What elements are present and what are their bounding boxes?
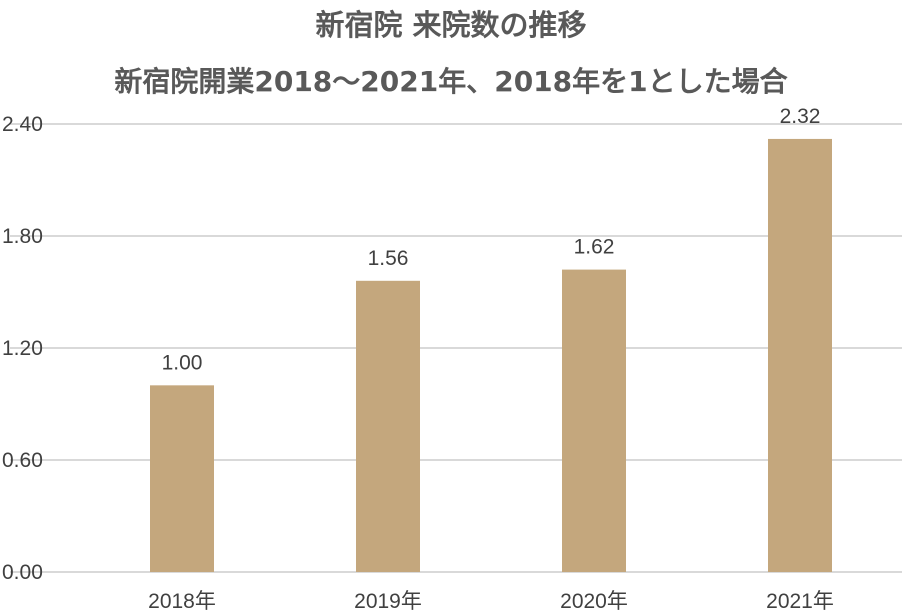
bar bbox=[768, 138, 832, 572]
x-tick-label: 2018年 bbox=[148, 590, 216, 613]
bars bbox=[150, 138, 832, 572]
data-label: 2.32 bbox=[780, 105, 821, 128]
chart-subtitle: 新宿院開業2018〜2021年、2018年を1とした場合 bbox=[114, 65, 788, 98]
x-axis-ticks: 2018年 2019年 2020年 2021年 bbox=[148, 590, 834, 613]
y-tick-label: 1.80 bbox=[2, 225, 43, 248]
bar bbox=[356, 280, 420, 572]
x-tick-label: 2020年 bbox=[560, 590, 628, 613]
data-label: 1.62 bbox=[574, 236, 615, 259]
y-tick-label: 0.00 bbox=[2, 561, 43, 584]
data-label: 1.00 bbox=[162, 351, 203, 374]
bar bbox=[562, 269, 626, 572]
y-tick-label: 2.40 bbox=[2, 113, 43, 136]
bar bbox=[150, 385, 214, 572]
chart-title: 新宿院 来院数の推移 bbox=[315, 8, 587, 42]
data-label: 1.56 bbox=[368, 247, 409, 270]
data-labels: 1.00 1.56 1.62 2.32 bbox=[162, 105, 821, 374]
x-tick-label: 2019年 bbox=[354, 590, 422, 613]
y-tick-label: 1.20 bbox=[2, 337, 43, 360]
y-tick-label: 0.60 bbox=[2, 449, 43, 472]
x-tick-label: 2021年 bbox=[766, 590, 834, 613]
y-axis-ticks: 0.00 0.60 1.20 1.80 2.40 bbox=[2, 113, 43, 584]
